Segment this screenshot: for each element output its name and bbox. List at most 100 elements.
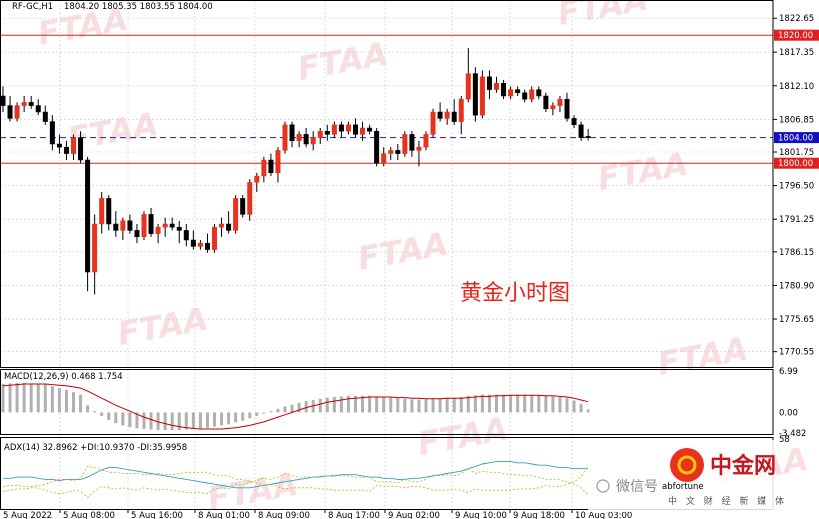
macd-y-tick-label: 0.00 <box>779 408 798 418</box>
candle <box>515 86 521 96</box>
candle-body-bull <box>416 146 422 151</box>
watermark-text: FTAA <box>595 145 691 198</box>
symbol-label: RF-GC,H1 <box>12 2 53 12</box>
macd-bar <box>64 389 68 413</box>
candle <box>134 224 140 244</box>
candle <box>254 172 260 192</box>
candle-body-bull <box>345 124 351 132</box>
candle <box>578 121 584 141</box>
macd-bar <box>255 412 259 416</box>
macd-bar <box>431 398 435 413</box>
candle <box>585 128 591 141</box>
macd-bar <box>29 383 33 413</box>
macd-bar <box>389 397 393 413</box>
candle-body-bear <box>289 124 295 142</box>
macd-bar <box>191 412 195 429</box>
macd-label: MACD(12,26,9) 0.468 1.754 <box>4 372 123 382</box>
candle-body-bear <box>409 134 415 151</box>
macd-bar <box>142 412 146 429</box>
macd-bar <box>241 412 245 421</box>
macd-bar <box>487 394 491 413</box>
candle-body-bear <box>324 130 330 135</box>
macd-bar <box>523 394 527 413</box>
candle-body-bear <box>113 223 119 231</box>
macd-bar <box>396 398 400 413</box>
macd-bar <box>361 395 365 413</box>
candle <box>42 105 48 125</box>
macd-bar <box>558 396 562 413</box>
candle-body-bull <box>317 130 323 138</box>
candle <box>550 102 556 116</box>
candle-body-bull <box>430 111 436 135</box>
candle <box>501 80 507 100</box>
candle <box>529 86 535 103</box>
adx-y-tick-label: 58 <box>779 435 790 445</box>
candle-body-bull <box>444 111 450 119</box>
adx-panel <box>2 461 589 498</box>
candle <box>324 124 330 141</box>
candle-body-bear <box>585 136 591 138</box>
candle <box>557 96 563 112</box>
watermark-text: FTAA <box>655 330 751 383</box>
macd-bar <box>135 412 139 429</box>
macd-bar <box>346 395 350 413</box>
price-tag-box <box>774 132 819 144</box>
grid <box>0 0 773 510</box>
macd-y-tick-label: -3.482 <box>779 429 806 439</box>
macd-bar <box>354 395 357 413</box>
macd-bar <box>452 397 456 413</box>
macd-bar <box>410 399 414 413</box>
macd-bar <box>375 396 379 413</box>
candle <box>261 156 267 183</box>
price-tag-box <box>774 29 819 41</box>
candle-body-bull <box>458 98 464 122</box>
macd-bar <box>170 412 174 431</box>
candle-body-bull <box>14 105 20 119</box>
macd-bar <box>276 408 280 413</box>
candle <box>374 128 380 167</box>
macd-bar <box>530 395 534 413</box>
watermark-layer: FTAAFTAAFTAAFTAAFTAAFTAAFTAAFTAAFTAAFTAA… <box>35 0 811 518</box>
adx-line <box>3 461 589 489</box>
macd-bar <box>297 402 301 413</box>
macd-panel <box>1 382 590 431</box>
macd-bar <box>36 383 40 413</box>
candle-body-bull <box>92 223 98 273</box>
price-tag-label: 1800.00 <box>778 159 813 169</box>
macd-bar <box>114 412 118 424</box>
candle <box>465 48 471 103</box>
candle-body-bull <box>465 73 471 100</box>
candle <box>317 128 323 144</box>
adx-label: ADX(14) 32.8962 +DI:10.9370 -DI:35.9958 <box>4 443 187 453</box>
candle <box>289 121 295 148</box>
macd-bar <box>417 399 421 413</box>
candle-body-bear <box>176 226 182 231</box>
candle-body-bear <box>367 127 373 132</box>
candle-body-bull <box>479 76 485 116</box>
macd-bar <box>1 383 5 413</box>
price-tag-label: 1820.00 <box>778 31 813 41</box>
candle-body-bear <box>515 89 521 94</box>
candle-body-bear <box>134 230 140 238</box>
candle <box>99 192 105 234</box>
candle <box>28 96 34 109</box>
candle <box>141 211 147 240</box>
candle-body-bull <box>71 137 76 154</box>
candle-body-bull <box>120 220 126 231</box>
macd-bar <box>220 412 224 426</box>
macd-bar <box>516 394 520 413</box>
candle-body-bear <box>522 92 528 100</box>
candle-body-bear <box>204 242 210 250</box>
x-tick-label: 8 Aug 09:00 <box>258 511 310 519</box>
macd-bar <box>480 394 484 413</box>
price-tag-label: 1804.00 <box>778 134 813 144</box>
macd-bar <box>502 394 506 413</box>
candle-body-bear <box>127 220 133 231</box>
candle <box>536 86 542 100</box>
macd-bar <box>234 412 238 423</box>
macd-signal-line <box>2 383 589 430</box>
macd-bar <box>586 409 590 413</box>
candle-body-bull <box>197 242 203 247</box>
candle <box>331 121 337 138</box>
candle <box>113 211 119 237</box>
